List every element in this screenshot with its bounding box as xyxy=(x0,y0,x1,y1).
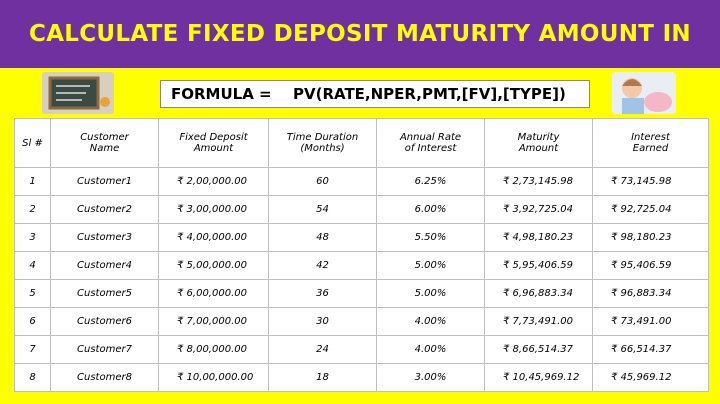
table-cell: 36 xyxy=(268,279,377,308)
table-cell: ₹ 98,180.23 xyxy=(592,223,709,252)
piggy-bank-image xyxy=(612,72,676,114)
table-cell: ₹ 73,491.00 xyxy=(592,307,709,336)
formula-expression: PV(RATE,NPER,PMT,[FV],[TYPE]) xyxy=(293,85,566,103)
table-row: 1 Customer1 ₹ 2,00,000.00 60 6.25% ₹ 2,73,145… xyxy=(14,167,709,196)
table-cell: ₹ 8,00,000.00 xyxy=(158,335,269,364)
table-cell: Customer1 xyxy=(50,167,159,196)
table-cell: 5.00% xyxy=(376,279,485,308)
column-header: Interest Earned xyxy=(592,118,709,168)
table-cell: 60 xyxy=(268,167,377,196)
table-cell: 3.00% xyxy=(376,363,485,392)
table-cell: 42 xyxy=(268,251,377,280)
column-header: Fixed Deposit Amount xyxy=(158,118,269,168)
table-cell: ₹ 45,969.12 xyxy=(592,363,709,392)
table-cell: ₹ 3,00,000.00 xyxy=(158,195,269,224)
data-table: Sl # Customer Name Fixed Deposit Amount Tim… xyxy=(14,118,709,392)
table-cell: ₹ 96,883.34 xyxy=(592,279,709,308)
table-cell: 30 xyxy=(268,307,377,336)
table-cell: 5.00% xyxy=(376,251,485,280)
table-cell: ₹ 92,725.04 xyxy=(592,195,709,224)
table-row: 7 Customer7 ₹ 8,00,000.00 24 4.00% ₹ 8,66,514… xyxy=(14,335,709,364)
table-cell: ₹ 73,145.98 xyxy=(592,167,709,196)
title-band xyxy=(0,0,720,68)
table-cell: ₹ 4,98,180.23 xyxy=(484,223,593,252)
table-cell: 18 xyxy=(268,363,377,392)
table-cell: 4.00% xyxy=(376,307,485,336)
table-cell: 6.25% xyxy=(376,167,485,196)
table-row: 2 Customer2 ₹ 3,00,000.00 54 6.00% ₹ 3,92,725… xyxy=(14,195,709,224)
column-header: Maturity Amount xyxy=(484,118,593,168)
table-cell: 5.50% xyxy=(376,223,485,252)
table-cell: ₹ 10,45,969.12 xyxy=(484,363,593,392)
chalkboard-image xyxy=(42,72,114,114)
table-cell: ₹ 4,00,000.00 xyxy=(158,223,269,252)
table-cell: ₹ 7,00,000.00 xyxy=(158,307,269,336)
table-cell: 48 xyxy=(268,223,377,252)
table-cell: 1 xyxy=(14,167,51,196)
table-cell: Customer4 xyxy=(50,251,159,280)
table-cell: Customer5 xyxy=(50,279,159,308)
table-cell: 7 xyxy=(14,335,51,364)
table-cell: ₹ 2,00,000.00 xyxy=(158,167,269,196)
column-header: Customer Name xyxy=(50,118,159,168)
table-cell: ₹ 8,66,514.37 xyxy=(484,335,593,364)
table-cell: ₹ 2,73,145.98 xyxy=(484,167,593,196)
header-row: Sl # Customer Name Fixed Deposit Amount Tim… xyxy=(14,118,709,168)
table-cell: 4.00% xyxy=(376,335,485,364)
table-cell: Customer3 xyxy=(50,223,159,252)
table-row: 3 Customer3 ₹ 4,00,000.00 48 5.50% ₹ 4,98,180… xyxy=(14,223,709,252)
table-cell: ₹ 6,96,883.34 xyxy=(484,279,593,308)
table-cell: ₹ 6,00,000.00 xyxy=(158,279,269,308)
table-cell: 54 xyxy=(268,195,377,224)
table-row: 8 Customer8 ₹ 10,00,000.00 18 3.00% ₹ 10,45,9… xyxy=(14,363,709,392)
table-cell: Customer2 xyxy=(50,195,159,224)
formula-label: FORMULA = xyxy=(171,85,272,103)
table-cell: ₹ 5,95,406.59 xyxy=(484,251,593,280)
column-header: Sl # xyxy=(14,118,51,168)
table-cell: ₹ 10,00,000.00 xyxy=(158,363,269,392)
table-cell: ₹ 5,00,000.00 xyxy=(158,251,269,280)
table-cell: 6.00% xyxy=(376,195,485,224)
table-cell: 3 xyxy=(14,223,51,252)
page-title: CALCULATE FIXED DEPOSIT MATURITY AMOUNT … xyxy=(29,21,691,115)
table-cell: ₹ 3,92,725.04 xyxy=(484,195,593,224)
formula-box: FORMULA = PV(RATE,NPER,PMT,[FV],[TYPE]) xyxy=(160,80,590,108)
table-cell: Customer6 xyxy=(50,307,159,336)
table-cell: 8 xyxy=(14,363,51,392)
table-row: 4 Customer4 ₹ 5,00,000.00 42 5.00% ₹ 5,95,406… xyxy=(14,251,709,280)
table-cell: Customer8 xyxy=(50,363,159,392)
table-row: 6 Customer6 ₹ 7,00,000.00 30 4.00% ₹ 7,73,491… xyxy=(14,307,709,336)
table-cell: 24 xyxy=(268,335,377,364)
table-cell: Customer7 xyxy=(50,335,159,364)
table-cell: ₹ 95,406.59 xyxy=(592,251,709,280)
table-cell: 4 xyxy=(14,251,51,280)
column-header: Time Duration (Months) xyxy=(268,118,377,168)
table-cell: 6 xyxy=(14,307,51,336)
table-cell: ₹ 66,514.37 xyxy=(592,335,709,364)
table-cell: ₹ 7,73,491.00 xyxy=(484,307,593,336)
table-cell: 2 xyxy=(14,195,51,224)
table-row: 5 Customer5 ₹ 6,00,000.00 36 5.00% ₹ 6,96,883… xyxy=(14,279,709,308)
column-header: Annual Rate of Interest xyxy=(376,118,485,168)
table-cell: 5 xyxy=(14,279,51,308)
